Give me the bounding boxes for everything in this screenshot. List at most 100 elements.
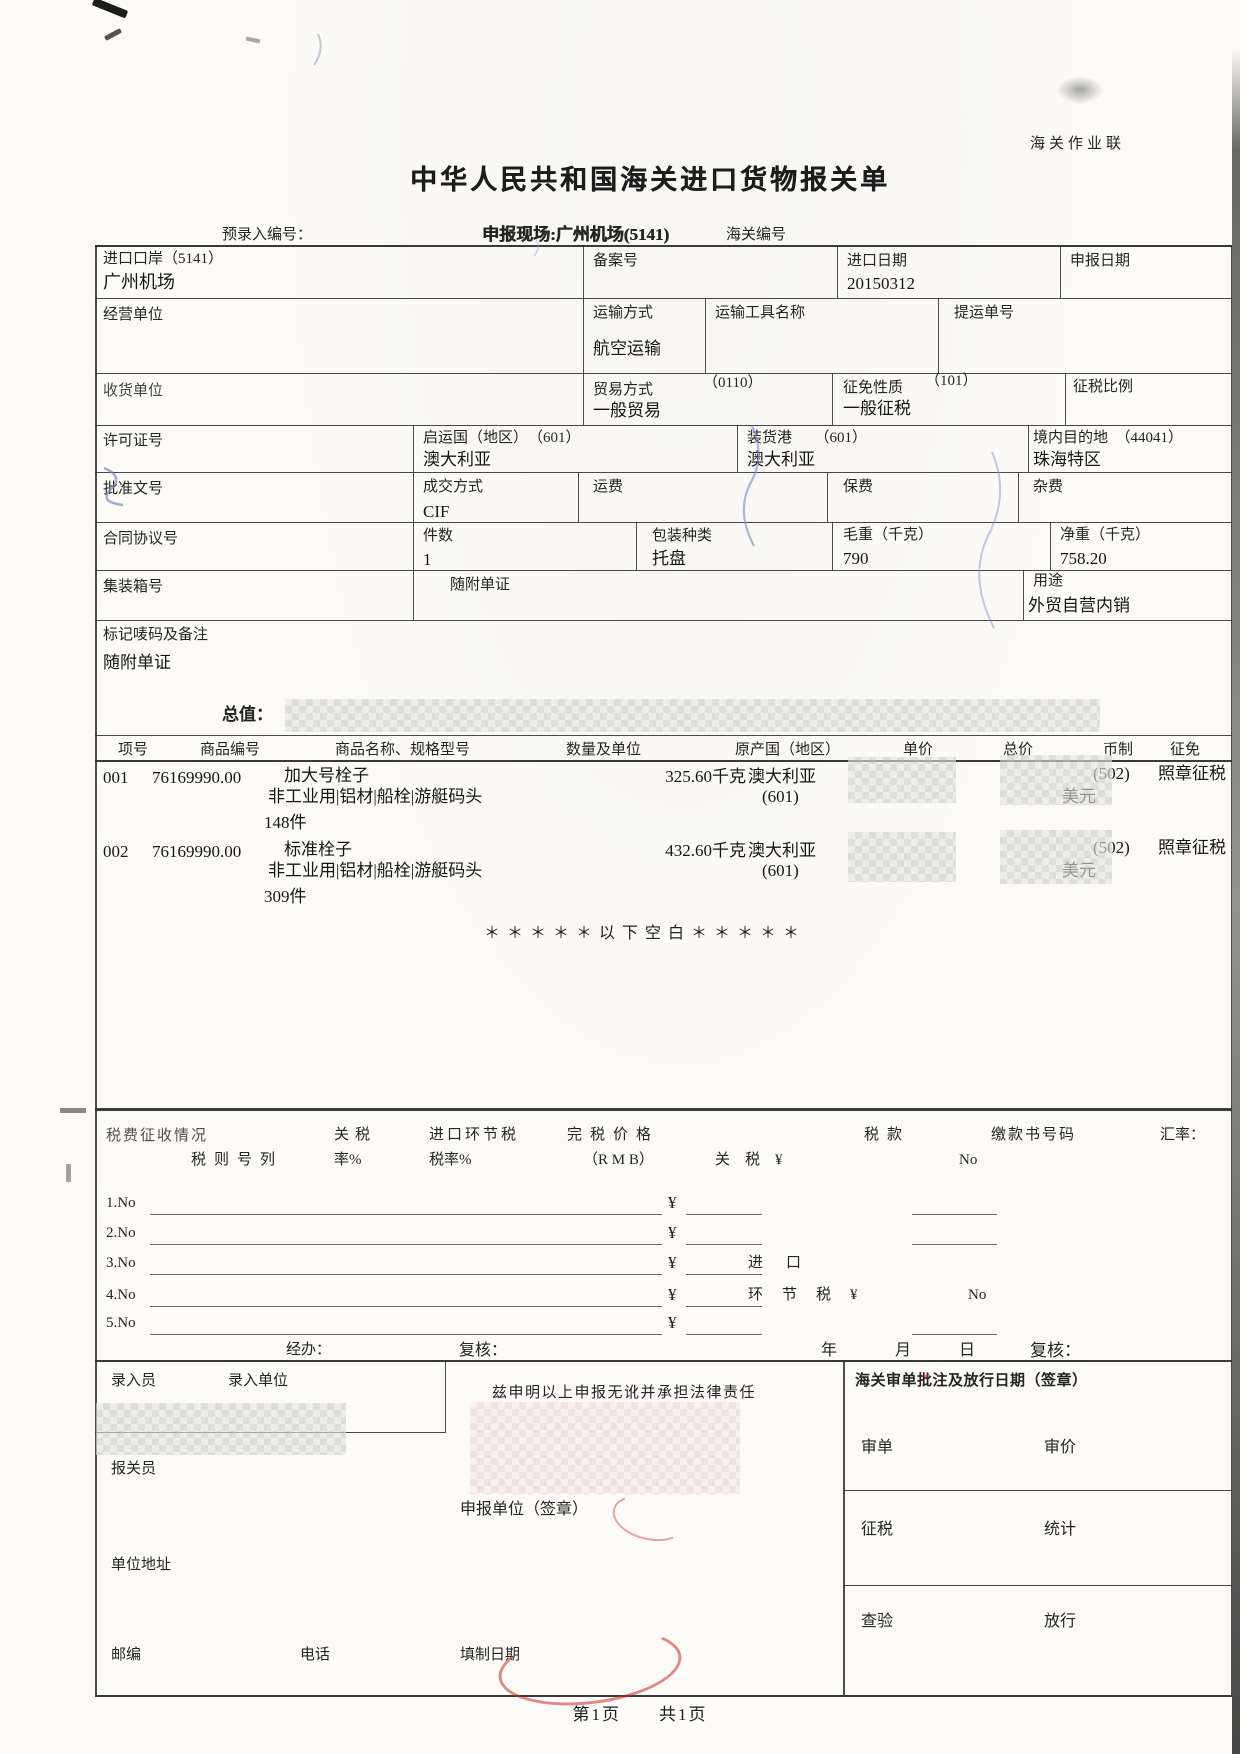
- tax-row-line: [150, 1334, 662, 1336]
- loading-port-label-text: 装货港: [747, 430, 793, 446]
- usage-label: 用途: [1033, 573, 1064, 589]
- grid-line: [413, 425, 415, 620]
- import-port-label-text: 进口口岸: [103, 251, 164, 267]
- inspection-label: 查验: [861, 1613, 894, 1630]
- tax-row-line: [150, 1274, 662, 1276]
- approval-no-label: 批准文号: [103, 481, 164, 497]
- tax-row-yuan: ¥: [668, 1253, 677, 1272]
- customs-no-label: 海关编号: [726, 227, 787, 243]
- license-no-label: 许可证号: [103, 433, 164, 449]
- bill-no-label: 提运单号: [954, 305, 1015, 321]
- grid-line: [1018, 472, 1020, 522]
- grid-line: [1065, 373, 1067, 425]
- contract-no-label: 合同协议号: [103, 531, 179, 547]
- grid-line: [95, 1695, 1232, 1698]
- levy-box-label: 征税: [861, 1521, 894, 1538]
- tax-row4-no: No: [968, 1287, 987, 1303]
- grid-line: [95, 1108, 1232, 1111]
- grid-line: [95, 298, 1232, 300]
- grid-line: [583, 245, 585, 425]
- grid-line: [95, 425, 1232, 427]
- tax-row-line: [686, 1334, 762, 1336]
- loading-port-label: 装货港 （601）: [747, 429, 867, 448]
- unit-address-label: 单位地址: [111, 1557, 172, 1573]
- tax-operator-label: 经办：: [286, 1342, 332, 1358]
- redaction-blur-total-value: [285, 699, 1100, 732]
- declare-date-label: 申报日期: [1070, 253, 1131, 269]
- tax-row-yuan: ¥: [668, 1193, 677, 1212]
- deal-terms-value: CIF: [423, 502, 450, 521]
- tax-row-yuan: ¥: [668, 1223, 677, 1242]
- gross-weight-value: 790: [843, 549, 869, 568]
- import-port-value: 广州机场: [103, 272, 175, 292]
- price-review-label: 审价: [1044, 1439, 1077, 1456]
- goods-header-origin: 原产国（地区）: [735, 742, 841, 758]
- entry-clerk-label: 录入员: [111, 1373, 157, 1389]
- transport-mode-label: 运输方式: [593, 305, 654, 321]
- page-total: 共1页: [659, 1705, 708, 1724]
- net-weight-value: 758.20: [1060, 549, 1107, 568]
- tax-row4-note: 环 节 税 ¥: [748, 1287, 860, 1303]
- goods-row-levy: 照章征税: [1158, 764, 1226, 783]
- statistics-label: 统计: [1044, 1521, 1077, 1538]
- grid-line: [832, 522, 834, 570]
- tax-day-label: 日: [959, 1342, 976, 1359]
- tax-row-line: [686, 1244, 762, 1246]
- departure-country-label-text: 启运国（地区）: [423, 430, 521, 446]
- telephone-label: 电话: [300, 1647, 331, 1663]
- grid-line: [1023, 570, 1025, 620]
- goods-header-name-spec: 商品名称、规格型号: [335, 742, 471, 758]
- tax-col-import-tax: 进口环节税: [429, 1127, 520, 1143]
- scan-mark-top-left: [91, 0, 129, 19]
- levy-ratio-label: 征税比例: [1073, 379, 1134, 395]
- tax-row-yuan: ¥: [668, 1285, 677, 1304]
- departure-country-value: 澳大利亚: [423, 450, 491, 469]
- tax-sub-no: No: [959, 1152, 978, 1168]
- departure-country-label: 启运国（地区） （601）: [423, 429, 581, 448]
- container-no-label: 集装箱号: [103, 579, 164, 595]
- grid-line: [1060, 245, 1062, 298]
- grid-line: [1050, 522, 1052, 570]
- grid-line: [843, 1490, 1232, 1492]
- grid-line: [938, 298, 940, 373]
- levy-nature-label: 征免性质: [843, 380, 904, 396]
- goods-header-levy: 征免: [1170, 742, 1201, 758]
- grid-line: [636, 522, 638, 570]
- red-stamp-mark: [607, 1487, 691, 1549]
- tax-row-line: [686, 1274, 762, 1276]
- grid-line: [832, 373, 834, 425]
- import-port-code: （5141）: [163, 251, 224, 267]
- grid-line: [95, 373, 1232, 375]
- grid-line: [1231, 245, 1233, 1695]
- tax-col-rate: 汇率：: [1160, 1127, 1206, 1143]
- tax-row3-note: 进 口: [748, 1255, 806, 1271]
- fill-date-label: 填制日期: [460, 1647, 521, 1663]
- tax-year-label: 年: [821, 1342, 838, 1359]
- goods-row-qty: 325.60千克: [665, 767, 746, 786]
- tax-month-label: 月: [895, 1342, 912, 1359]
- package-count-label: 件数: [423, 528, 454, 544]
- tax-row-line: [150, 1214, 662, 1216]
- transport-tool-label: 运输工具名称: [715, 305, 806, 321]
- scan-mark-top-left: [245, 36, 261, 44]
- goods-row-name: 加大号栓子: [284, 766, 369, 785]
- destination-value: 珠海特区: [1033, 450, 1101, 469]
- goods-row-qty: 432.60千克: [665, 841, 746, 860]
- gross-weight-label: 毛重（千克）: [843, 527, 934, 543]
- goods-row-origin: 澳大利亚: [748, 767, 816, 786]
- tax-row-label: 4.No: [106, 1287, 136, 1303]
- goods-row-origin-code: (601): [762, 787, 799, 806]
- goods-end-marker: ＊＊＊＊＊以下空白＊＊＊＊＊: [483, 925, 806, 942]
- attached-docs-label: 随附单证: [450, 577, 511, 593]
- grid-line: [95, 760, 1232, 763]
- total-value-label: 总值：: [222, 705, 273, 724]
- destination-label-text: 境内目的地: [1033, 430, 1109, 446]
- redaction-blur-total-price: [1000, 755, 1112, 805]
- tax-col-dutiable: 完税价格: [567, 1127, 660, 1143]
- declare-unit-label: 申报单位（签章）: [460, 1501, 589, 1518]
- consignee-label: 收货单位: [103, 383, 164, 399]
- declarant-label: 报关员: [111, 1461, 157, 1477]
- tax-row-label: 3.No: [106, 1255, 136, 1271]
- tax-row-line: [150, 1244, 662, 1246]
